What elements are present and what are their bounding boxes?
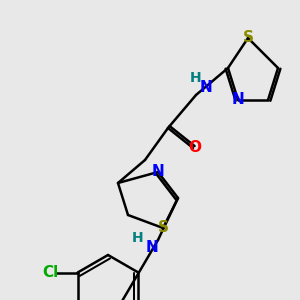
Text: H: H xyxy=(190,71,202,85)
Text: N: N xyxy=(232,92,244,107)
Text: Cl: Cl xyxy=(43,265,59,280)
Text: S: S xyxy=(242,31,253,46)
Text: S: S xyxy=(158,220,169,236)
Text: O: O xyxy=(188,140,202,155)
Text: N: N xyxy=(146,241,158,256)
Text: H: H xyxy=(132,231,144,245)
Text: N: N xyxy=(152,164,164,179)
Text: N: N xyxy=(200,80,212,95)
